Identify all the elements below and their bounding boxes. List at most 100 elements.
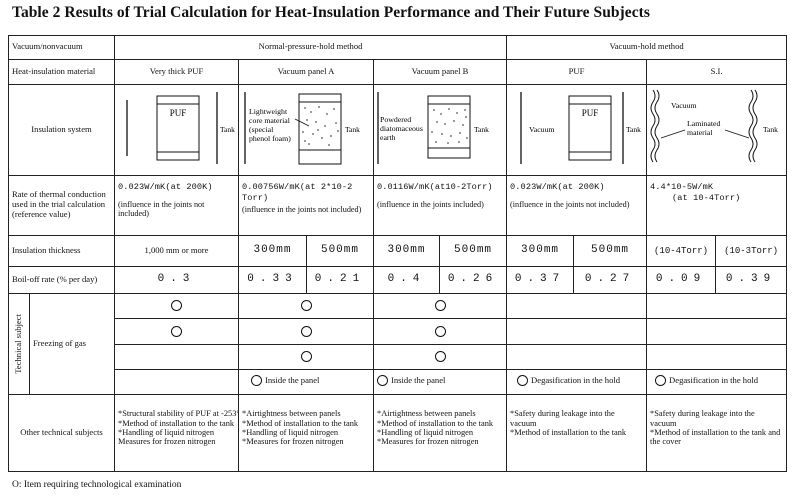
circle-icon [434, 351, 446, 363]
rate-si: 4.4*10-5W/mK (at 10-4Torr) [646, 174, 788, 236]
rate-note-panel-b: (influence in the joints included) [377, 199, 484, 209]
boiloff-b2: 0.26 [438, 265, 508, 294]
material-si: S.I. [646, 58, 788, 85]
circle-icon [434, 325, 446, 337]
degas-si: Degasification in the hold [669, 374, 759, 385]
technical-subject-side: Technical subject [9, 294, 30, 394]
diagram-label-vacuum: Vacuum [529, 125, 555, 134]
convection-panel-b [372, 317, 508, 345]
row-vacuum-method: Vacuum/nonvacuum Normal-pressure-hold me… [8, 35, 788, 60]
diagram-puf-thick-svg: PUF Tank [126, 92, 235, 165]
label-thickness: Insulation thickness [8, 234, 115, 267]
other-si-0: *Safety during leakage into the vacuum [650, 409, 755, 428]
diagram-vacuum-panel-b: Powdered diatomaceous earth Tank [372, 83, 508, 176]
other-puf-0: *Safety during leakage into the vacuum [510, 409, 615, 428]
thickness-s2: (10-3Torr) [715, 234, 788, 267]
thickness-b2: 500mm [438, 234, 508, 267]
thickness-s1: (10-4Torr) [646, 234, 717, 267]
diagram-very-thick-puf: PUF Tank [114, 83, 239, 176]
group-vacuum-hold: Vacuum-hold method [506, 35, 788, 60]
other-si-1: *Method of installation to the tank and … [650, 427, 781, 446]
inside-panel-b: Inside the panel [391, 374, 446, 385]
thickness-puf-thick: 1,000 mm or more [114, 234, 239, 267]
diagram-panel-a-svg: Lightweight core material (special pheno… [244, 92, 360, 165]
circle-icon [377, 375, 388, 387]
table-title: Table 2 Results of Trial Calculation for… [12, 4, 650, 21]
other-puf-thick-0: *Structural stability of PUF at -253°C [118, 409, 239, 419]
degas-puf: Degasification in the hold [531, 374, 621, 385]
other-panel-a-1: *Method of installation to the tank [242, 418, 359, 428]
material-vacuum-panel-a: Vacuum panel A [238, 58, 374, 85]
diagram-label-b-tank: Tank [474, 125, 489, 134]
other-panel-a-2: *Handling of liquid nitrogen [242, 427, 339, 437]
diagram-si: Vacuum Laminated material Tank [646, 83, 788, 176]
circle-icon [517, 375, 529, 387]
freezing-si [646, 292, 788, 319]
convection-puf [506, 317, 648, 345]
boiloff-a1: 0.33 [238, 265, 307, 294]
rate-note-puf-thick: (influence in the joints not included) [118, 199, 205, 218]
diagram-label-si-tank: Tank [763, 125, 778, 134]
conduction-panel-b [372, 343, 508, 371]
rate-note-puf: (influence in the joints not included) [510, 199, 630, 209]
diagram-label-si-2: material [687, 128, 713, 137]
diagram-label-puf: PUF [170, 108, 187, 118]
results-table: Vacuum/nonvacuum Normal-pressure-hold me… [8, 35, 788, 472]
label-other: Other technical subjects [8, 394, 115, 472]
other-puf-thick-3: Measures for frozen nitrogen [118, 436, 216, 446]
freezing-puf-thick [114, 292, 239, 319]
row-other: Other technical subjects *Structural sta… [8, 394, 788, 472]
diagram-label-b-2: diatomaceous [380, 124, 423, 133]
label-rate: Rate of thermal conduction used in the t… [8, 174, 115, 236]
material-vacuum-panel-b: Vacuum panel B [372, 58, 508, 85]
rate-value-panel-b: 0.0116W/mK(at10-2Torr) [377, 181, 493, 192]
conduction-puf-thick [114, 343, 239, 371]
other-panel-b-0: *Airtightness between panels [377, 409, 476, 419]
thickness-p2: 500mm [573, 234, 648, 267]
rate-panel-b: 0.0116W/mK(at10-2Torr) (influence in the… [372, 174, 508, 236]
diagram-label-puf2: PUF [582, 108, 599, 118]
other-panel-a-3: *Measures for frozen nitrogen [242, 436, 344, 446]
thickness-a1: 300mm [238, 234, 307, 267]
label-vacuum-nonvacuum: Vacuum/nonvacuum [8, 35, 115, 60]
vacuum-level-panel-a: Inside the panel [238, 369, 374, 396]
label-technical-subject: Technical subject [13, 314, 24, 374]
material-very-thick-puf: Very thick PUF [114, 58, 239, 85]
row-freezing: Technical subject Freezing of gas [8, 292, 788, 396]
convection-puf-thick [114, 317, 239, 345]
thickness-p1: 300mm [506, 234, 575, 267]
other-panel-a: *Airtightness between panels *Method of … [238, 394, 374, 472]
label-boiloff: Boil-off rate (% per day) [8, 265, 115, 294]
circle-icon [251, 375, 262, 387]
circle-icon [434, 300, 446, 312]
rate-value-si-2: (at 10-4Torr) [672, 192, 741, 203]
freezing-panel-b [372, 292, 508, 319]
subject-freezing-label: Freezing of gas [33, 338, 86, 349]
diagram-label-b-3: earth [380, 133, 396, 142]
row-rate: Rate of thermal conduction used in the t… [8, 174, 788, 236]
rate-value-puf-thick: 0.023W/mK(at 200K) [118, 181, 213, 192]
circle-icon [171, 300, 182, 312]
row-thickness: Insulation thickness 1,000 mm or more 30… [8, 234, 788, 267]
other-panel-a-0: *Airtightness between panels [242, 409, 341, 419]
diagram-label-a-1: Lightweight [249, 107, 288, 116]
label-insulation-system: Insulation system [8, 83, 115, 176]
boiloff-s1: 0.09 [646, 265, 717, 294]
rate-panel-a: 0.00756W/mK(at 2*10-2 Torr) (influence i… [238, 174, 374, 236]
boiloff-p1: 0.37 [506, 265, 575, 294]
circle-icon [655, 375, 667, 387]
row-boiloff: Boil-off rate (% per day) 0.3 0.33 0.21 … [8, 265, 788, 294]
boiloff-p2: 0.27 [573, 265, 648, 294]
group-normal-pressure: Normal-pressure-hold method [113, 35, 508, 60]
diagram-label-b-1: Powdered [380, 115, 411, 124]
inside-panel-a: Inside the panel [265, 374, 320, 385]
freezing-panel-a [238, 292, 374, 319]
freezing-puf [506, 292, 648, 319]
legend: O: Item requiring technological examinat… [12, 480, 182, 490]
boiloff-b1: 0.4 [373, 265, 440, 294]
conduction-panel-a [238, 343, 374, 371]
boiloff-s2: 0.39 [715, 265, 788, 294]
rate-value-si-1: 4.4*10-5W/mK [650, 181, 714, 192]
rate-value-puf: 0.023W/mK(at 200K) [510, 181, 605, 192]
diagram-label-a-4: phenol foam) [249, 134, 291, 143]
